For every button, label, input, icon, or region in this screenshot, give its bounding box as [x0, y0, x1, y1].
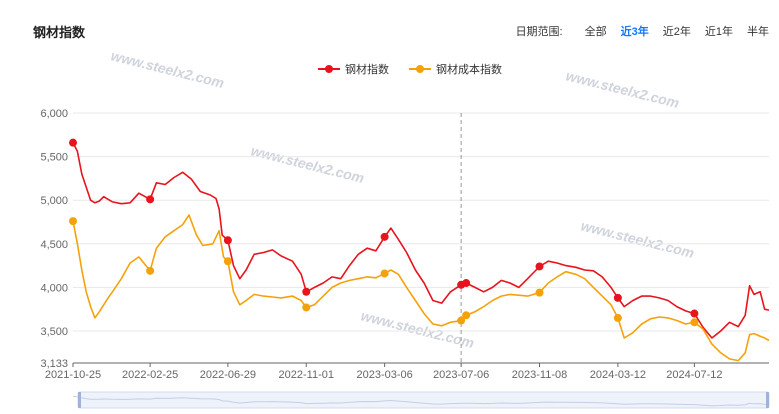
- x-axis: 2021-10-25 2022-02-25 2022-06-29 2022-11-01…: [45, 362, 769, 381]
- slider-preview-line: [72, 395, 770, 407]
- series-marker-1: [535, 262, 544, 271]
- x-tick-label: 2022-06-29: [200, 369, 256, 381]
- series-marker-1: [223, 236, 232, 245]
- legend-swatch-dot: [416, 65, 424, 73]
- y-tick-label: 3,500: [40, 326, 68, 338]
- x-tick-label: 2021-10-25: [45, 369, 101, 381]
- series-marker-2: [380, 269, 389, 278]
- data-zoom-slider[interactable]: [72, 391, 770, 409]
- page-title: 钢材指数: [33, 25, 86, 40]
- range-option-all[interactable]: 全部: [584, 26, 607, 38]
- series-line-2: [72, 214, 770, 362]
- x-tick-label: 2023-11-08: [512, 369, 567, 381]
- series-marker-1: [380, 232, 389, 241]
- series-line-1: [72, 142, 770, 339]
- range-option-1y[interactable]: 近1年: [704, 26, 733, 38]
- series-marker-2: [457, 316, 466, 325]
- slider-track: [77, 391, 770, 409]
- range-option-6m[interactable]: 半年: [747, 26, 769, 38]
- x-tick-label: 2023-07-06: [433, 369, 489, 381]
- series-marker-1: [302, 287, 311, 296]
- legend-swatch-dot: [325, 65, 333, 73]
- x-tick-label: 2022-11-01: [279, 369, 334, 381]
- series-marker-2: [223, 257, 232, 266]
- series-marker-1: [69, 138, 77, 147]
- y-axis-ticks: 3,133 3,500 4,000 4,500 5,000 5,500 6,000: [40, 108, 68, 370]
- legend-label-2: 钢材成本指数: [436, 62, 502, 76]
- series-marker-2: [146, 266, 155, 275]
- y-tick-label: 6,000: [40, 108, 68, 120]
- y-tick-label: 4,000: [40, 282, 68, 294]
- x-tick-label: 2022-02-25: [122, 369, 178, 381]
- watermarks: www.steelx2.com www.steelx2.com www.steelx…: [109, 47, 696, 351]
- y-tick-label: 4,500: [40, 239, 68, 251]
- series-marker-2: [69, 217, 77, 226]
- watermark-text: www.steelx2.com: [359, 307, 476, 351]
- y-tick-label: 3,133: [40, 358, 68, 370]
- series-marker-2: [690, 318, 699, 327]
- x-tick-label: 2024-03-12: [590, 369, 646, 381]
- slider-handle-right: [766, 392, 769, 408]
- watermark-text: www.steelx2.com: [579, 217, 696, 261]
- legend-label-1: 钢材指数: [345, 62, 389, 76]
- x-tick-label: 2023-03-06: [356, 369, 412, 381]
- series-lines: [69, 138, 770, 362]
- watermark-text: www.steelx2.com: [564, 67, 681, 111]
- series-marker-2: [302, 303, 311, 312]
- y-tick-label: 5,000: [40, 195, 68, 207]
- series-marker-1: [613, 293, 622, 302]
- series-marker-1: [146, 195, 155, 204]
- range-option-3y[interactable]: 近3年: [620, 26, 649, 38]
- range-option-2y[interactable]: 近2年: [662, 26, 691, 38]
- date-range-selector: 日期范围: 全部 近3年 近2年 近1年 半年: [516, 23, 769, 39]
- series-marker-1: [462, 279, 471, 288]
- watermark-text: www.steelx2.com: [109, 47, 226, 91]
- watermark-text: www.steelx2.com: [249, 142, 366, 186]
- series-marker-2: [462, 311, 471, 320]
- x-tick-label: 2024-07-12: [666, 369, 722, 381]
- series-marker-2: [613, 313, 622, 322]
- slider-handle-left: [78, 392, 81, 408]
- series-marker-2: [535, 288, 544, 297]
- date-range-label: 日期范围:: [515, 26, 563, 38]
- legend: 钢材指数 钢材成本指数: [318, 62, 502, 76]
- series-marker-1: [690, 309, 699, 318]
- y-tick-label: 5,500: [40, 152, 68, 164]
